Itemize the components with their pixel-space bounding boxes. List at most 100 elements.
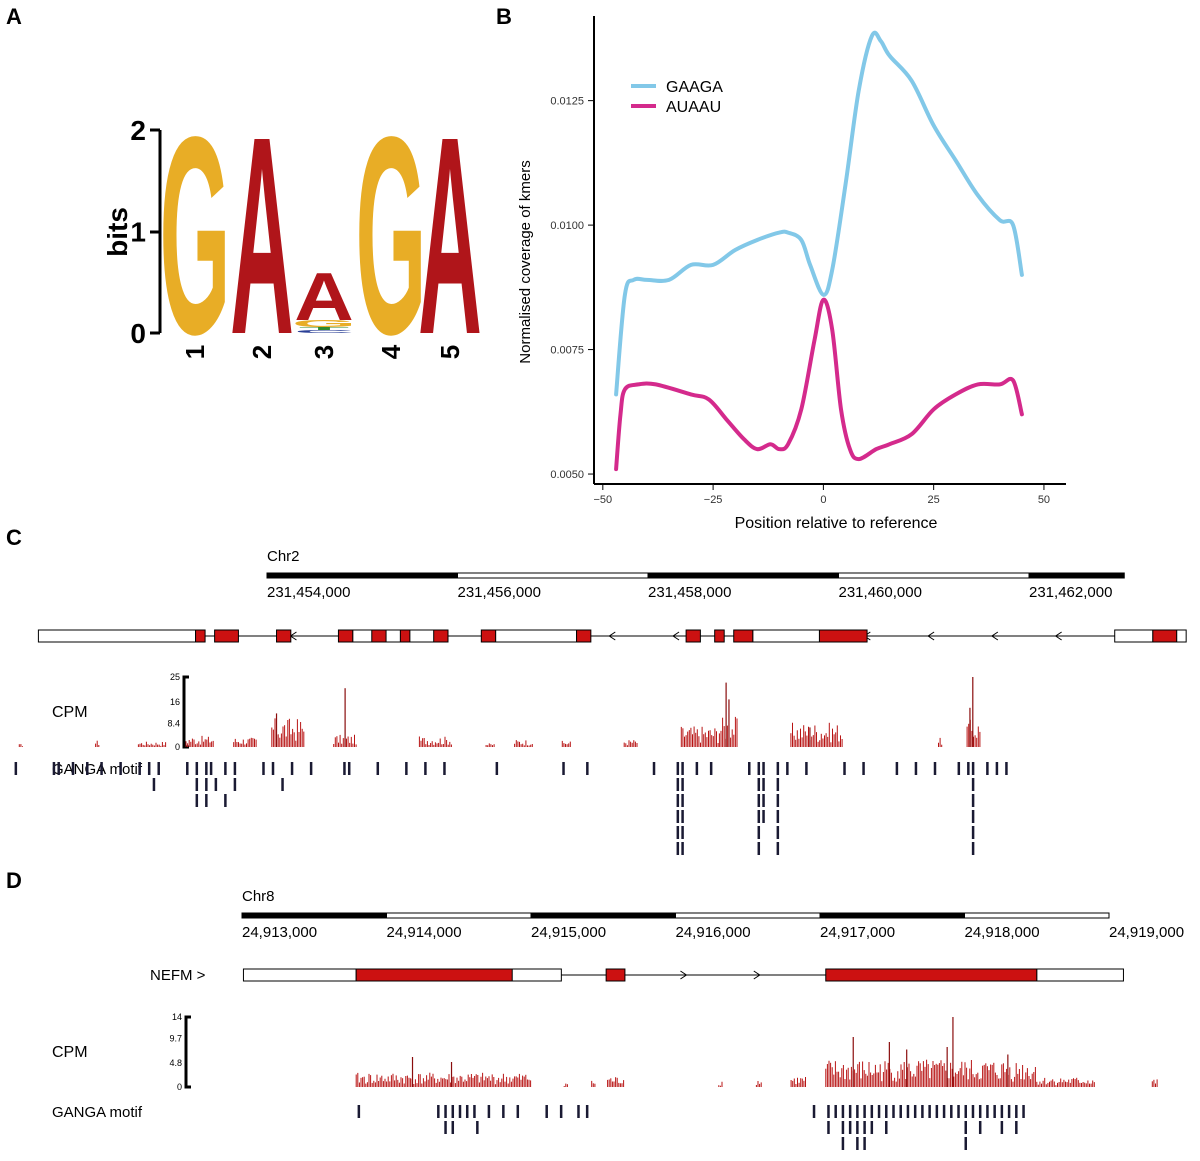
motif-mark (885, 1121, 888, 1134)
logo-letter-G-pos4: G (356, 79, 427, 394)
motif-mark (933, 762, 937, 775)
motif-mark (224, 794, 227, 807)
ruler-segment (457, 572, 649, 579)
ruler-segment (647, 572, 839, 579)
motif-mark (827, 1121, 830, 1134)
coverage-scale-bar (182, 675, 189, 749)
series-line-gaaga (614, 30, 1024, 397)
motif-mark (762, 810, 765, 823)
motif-track-label: GANGA motif (52, 761, 143, 778)
motif-mark (776, 810, 780, 823)
coordinate-tick-label: 231,454,000 (267, 584, 350, 601)
motif-mark (376, 762, 380, 775)
motif-mark (138, 762, 141, 775)
motif-mark (681, 842, 684, 855)
motif-mark (776, 826, 780, 839)
motif-mark (1022, 1105, 1025, 1118)
coordinate-tick-label: 231,460,000 (839, 584, 922, 601)
x-tick-label: −25 (704, 494, 723, 506)
motif-mark (281, 778, 284, 791)
motif-mark (964, 1137, 967, 1150)
exon-block (733, 629, 754, 643)
motif-mark (545, 1105, 548, 1118)
ruler-segment (819, 912, 965, 919)
motif-mark (577, 1105, 580, 1118)
motif-mark (347, 762, 351, 775)
motif-mark (405, 762, 408, 775)
coordinate-tick-label: 24,915,000 (531, 924, 606, 941)
motif-mark (473, 1105, 476, 1118)
motif-mark (757, 762, 761, 775)
coordinate-tick-label: 24,916,000 (676, 924, 751, 941)
motif-mark (995, 762, 999, 775)
motif-mark (451, 1105, 455, 1118)
motif-mark (843, 762, 846, 775)
motif-mark (841, 1105, 845, 1118)
motif-mark (870, 1121, 874, 1134)
logo-letter-A-pos2: A (230, 79, 294, 393)
motif-mark (676, 826, 680, 839)
motif-mark (309, 762, 313, 775)
motif-mark (776, 762, 780, 775)
ruler-segment (530, 912, 676, 919)
motif-mark (1015, 1105, 1018, 1118)
strand-arrow (672, 631, 680, 641)
coordinate-tick-label: 231,456,000 (458, 584, 541, 601)
motif-mark (86, 762, 89, 775)
motif-mark (458, 1105, 462, 1118)
strand-arrow (927, 631, 935, 641)
motif-mark (757, 826, 761, 839)
motif-mark (971, 842, 975, 855)
motif-mark (757, 842, 761, 855)
motif-mark (676, 778, 680, 791)
motif-mark (271, 762, 275, 775)
motif-mark (147, 762, 151, 775)
exon-block (371, 629, 387, 643)
strand-arrow (1054, 631, 1062, 641)
motif-mark (487, 1105, 491, 1118)
motif-mark (957, 1105, 960, 1118)
coverage-tick: 0 (177, 1082, 182, 1092)
motif-mark (14, 762, 18, 775)
logo-ytick-2: 2 (130, 115, 146, 146)
motif-mark (776, 842, 780, 855)
motif-mark (776, 778, 780, 791)
motif-mark (978, 1105, 982, 1118)
motif-mark (343, 762, 346, 775)
motif-mark (681, 794, 684, 807)
motif-mark (786, 762, 789, 775)
exon-block (214, 629, 239, 643)
exon-block (276, 629, 292, 643)
motif-mark (986, 762, 989, 775)
y-tick-label: 0.0050 (550, 469, 584, 481)
motif-mark (950, 1105, 953, 1118)
motif-mark (757, 778, 761, 791)
x-tick-label: 0 (820, 494, 826, 506)
logo-axis (150, 128, 162, 335)
coordinate-tick-label: 231,462,000 (1029, 584, 1112, 601)
motif-mark (476, 1121, 479, 1134)
motif-track-label: GANGA motif (52, 1104, 143, 1121)
panel-c-label: C (6, 525, 22, 550)
motif-mark (967, 762, 970, 775)
exon-block (433, 629, 449, 643)
motif-mark (971, 794, 975, 807)
coverage-label: CPM (52, 704, 88, 721)
motif-mark (885, 1105, 888, 1118)
coordinate-tick-label: 24,917,000 (820, 924, 895, 941)
motif-mark (964, 1121, 967, 1134)
motif-mark (1015, 1121, 1018, 1134)
utr-block (495, 629, 578, 643)
motif-mark (914, 762, 918, 775)
x-tick-label: 25 (928, 494, 940, 506)
kmer-coverage-chart: 0.0050 0.0075 0.0100 0.0125 −50 −25 0 25 50 GAA… (517, 16, 1066, 532)
motif-mark (862, 762, 865, 775)
logo-position-2: 2 (247, 345, 277, 359)
y-axis-title: Normalised coverage of kmers (517, 160, 534, 363)
utr-block (752, 629, 820, 643)
motif-mark (812, 1105, 816, 1118)
motif-mark (928, 1105, 931, 1118)
legend-auaau: AUAAU (666, 99, 721, 116)
